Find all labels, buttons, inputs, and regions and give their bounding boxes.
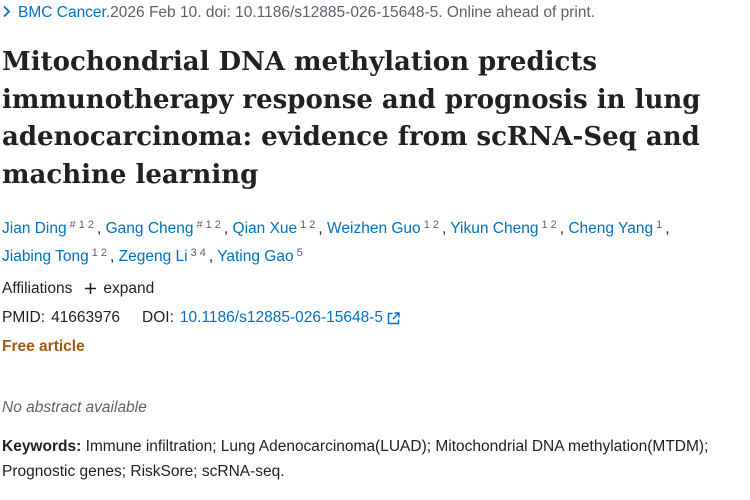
plus-icon — [84, 280, 97, 298]
no-abstract-notice: No abstract available — [2, 399, 147, 416]
author-affiliation-markers: 5 — [297, 247, 306, 259]
affiliation-marker[interactable]: 1 — [300, 219, 307, 231]
author-affiliation-markers: #1 2 — [70, 219, 97, 231]
affiliation-marker[interactable]: 1 — [656, 219, 663, 231]
author-name-link[interactable]: Qian Xue — [232, 220, 298, 237]
author-name-link[interactable]: Gang Cheng — [105, 220, 194, 237]
doi-link[interactable]: 10.1186/s12885-026-15648-5 — [179, 309, 384, 326]
expand-label: expand — [103, 280, 155, 297]
affiliation-marker[interactable]: 2 — [214, 219, 221, 231]
author-item: Yikun Cheng 1 2 — [450, 219, 559, 237]
keywords-label: Keywords: — [2, 438, 82, 455]
pmid-value: 41663976 — [51, 309, 121, 326]
affiliation-marker[interactable]: 2 — [100, 247, 108, 259]
author-item: Cheng Yang 1 — [568, 219, 665, 237]
affiliation-marker[interactable]: 1 — [91, 247, 98, 259]
affiliation-marker: # — [69, 219, 76, 231]
external-link-icon[interactable] — [387, 311, 400, 325]
affiliation-marker[interactable]: 2 — [432, 219, 439, 231]
author-affiliation-markers: 1 — [656, 219, 665, 231]
affiliations-row: Affiliations expand — [2, 280, 154, 298]
article-title: Mitochondrial DNA methylation predicts i… — [2, 47, 701, 190]
author-name-link[interactable]: Jiabing Tong — [2, 248, 89, 265]
affiliation-marker[interactable]: 1 — [423, 219, 430, 231]
affiliation-marker[interactable]: 2 — [309, 219, 316, 231]
affiliations-label: Affiliations — [2, 280, 73, 297]
author-name-link[interactable]: Cheng Yang — [568, 220, 654, 237]
keywords-text: Immune infiltration; Lung Adenocarcinoma… — [2, 438, 709, 480]
author-name-link[interactable]: Zegeng Li — [118, 248, 188, 265]
journal-details: 2026 Feb 10. doi: 10.1186/s12885-026-156… — [110, 4, 596, 21]
author-name-link[interactable]: Weizhen Guo — [327, 220, 421, 237]
author-item: Yating Gao 5 — [217, 247, 306, 265]
free-article-label: Free article — [2, 338, 85, 355]
affiliation-marker[interactable]: 1 — [205, 219, 212, 231]
author-item: Weizhen Guo 1 2 — [327, 219, 442, 237]
affiliation-marker[interactable]: 4 — [199, 247, 206, 259]
authors-list: Jian Ding #1 2, Gang Cheng #1 2, Qian Xue 1 2,… — [2, 219, 670, 265]
pmid-label: PMID: — [2, 309, 46, 326]
author-item: Zegeng Li 3 4 — [118, 247, 209, 265]
affiliation-marker[interactable]: 2 — [87, 219, 94, 231]
affiliation-marker[interactable]: 1 — [541, 219, 548, 231]
journal-link[interactable]: BMC Cancer. — [18, 4, 111, 21]
author-item: Gang Cheng #1 2 — [105, 219, 224, 237]
affiliation-marker[interactable]: 3 — [190, 247, 197, 259]
affiliation-marker[interactable]: 2 — [550, 219, 557, 231]
affiliation-marker: # — [196, 219, 203, 231]
keywords-section: Keywords: Immune infiltration; Lung Aden… — [2, 434, 722, 484]
doi-label: DOI: — [142, 309, 174, 326]
author-name-link[interactable]: Yating Gao — [217, 248, 294, 265]
chevron-right-icon[interactable] — [2, 5, 12, 22]
author-item: Jian Ding #1 2 — [2, 219, 97, 237]
author-name-link[interactable]: Yikun Cheng — [450, 220, 539, 237]
affiliation-marker[interactable]: 1 — [78, 219, 85, 231]
journal-citation: BMC Cancer. 2026 Feb 10. doi: 10.1186/s1… — [2, 4, 595, 22]
author-item: Jiabing Tong 1 2 — [2, 247, 110, 265]
author-name-link[interactable]: Jian Ding — [2, 220, 67, 237]
author-item: Qian Xue 1 2 — [232, 219, 319, 237]
author-affiliation-markers: #1 2 — [197, 219, 224, 231]
identifiers-row: PMID: 41663976 DOI: 10.1186/s12885-026-1… — [2, 309, 400, 327]
affiliation-marker[interactable]: 5 — [296, 247, 303, 259]
expand-affiliations-button[interactable]: expand — [84, 280, 154, 298]
